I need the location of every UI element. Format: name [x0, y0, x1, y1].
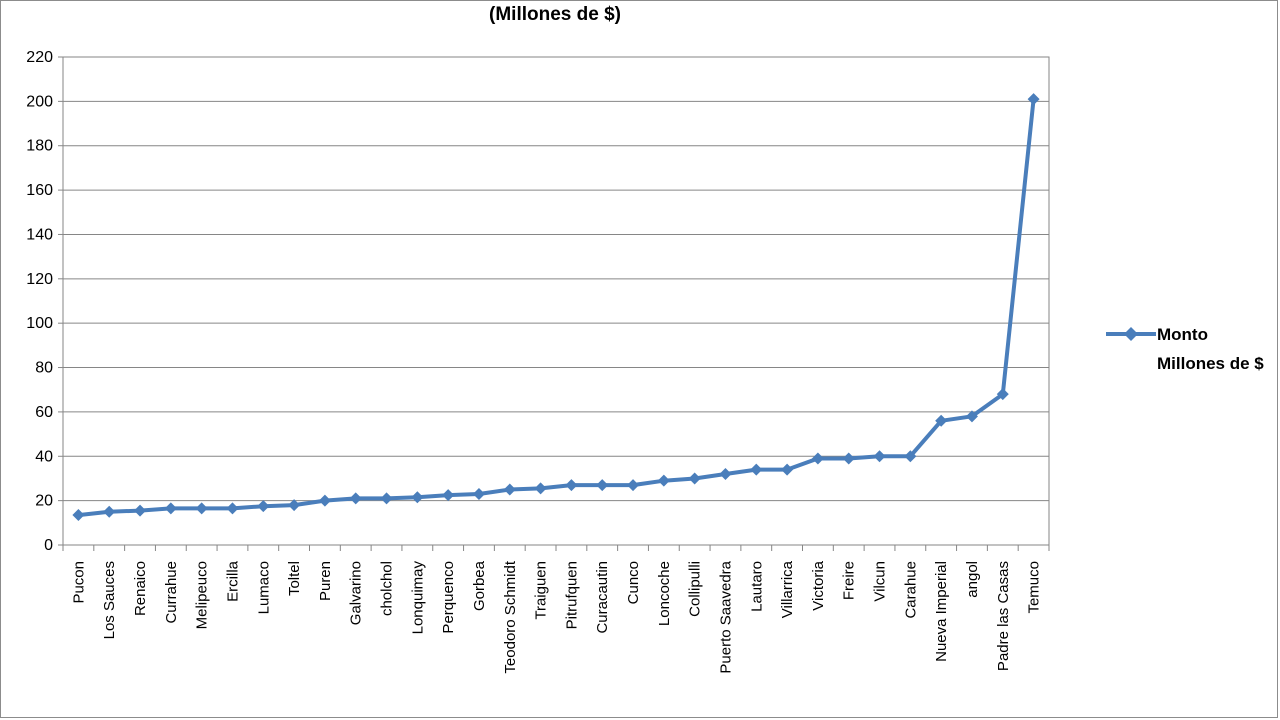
- data-point: [134, 504, 147, 517]
- data-point: [288, 499, 301, 512]
- data-point: [472, 487, 485, 500]
- data-point: [442, 489, 455, 502]
- data-point: [750, 463, 763, 476]
- legend-marker-icon: [1106, 327, 1156, 341]
- x-tick-label: Toltel: [286, 561, 303, 596]
- x-tick-label: Victoria: [810, 560, 827, 610]
- legend-label: Monto Millones de $: [1157, 325, 1264, 373]
- x-tick-label: Pucon: [70, 561, 87, 604]
- data-point: [534, 482, 547, 495]
- x-tick-label: Ercilla: [224, 560, 241, 601]
- x-tick-label: Pitrufquen: [563, 561, 580, 629]
- data-point: [195, 502, 208, 515]
- x-tick-label: Currahue: [163, 561, 180, 624]
- x-tick-label: Puerto Saavedra: [717, 560, 734, 673]
- x-tick-label: Nueva Imperial: [933, 561, 950, 662]
- data-point: [226, 502, 239, 515]
- data-point: [72, 509, 85, 522]
- y-tick-label: 0: [44, 537, 53, 554]
- data-point: [627, 479, 640, 492]
- x-tick-label: cholchol: [379, 561, 396, 616]
- x-tick-label: Los Sauces: [101, 561, 118, 639]
- x-tick-label: Loncoche: [656, 561, 673, 626]
- y-tick-label: 100: [26, 315, 53, 332]
- data-point: [596, 479, 609, 492]
- chart-title: (Millones de $): [489, 4, 621, 25]
- y-tick-label: 220: [26, 49, 53, 66]
- data-point: [257, 500, 270, 513]
- x-tick-label: Vilcun: [872, 561, 889, 602]
- x-tick-label: Melipeuco: [194, 561, 211, 629]
- y-tick-label: 80: [35, 360, 53, 377]
- data-point: [657, 474, 670, 487]
- x-tick-label: Gorbea: [471, 560, 488, 611]
- y-tick-label: 40: [35, 448, 53, 465]
- data-point: [380, 492, 393, 505]
- data-point: [935, 414, 948, 427]
- data-point: [842, 452, 855, 465]
- data-point: [318, 494, 331, 507]
- x-tick-label: Traiguen: [533, 561, 550, 620]
- data-point: [411, 491, 424, 504]
- y-tick-label: 160: [26, 182, 53, 199]
- data-point: [965, 410, 978, 423]
- y-tick-label: 60: [35, 404, 53, 421]
- data-point: [996, 388, 1009, 401]
- plot-area: [62, 56, 1050, 546]
- data-point: [503, 483, 516, 496]
- x-tick-label: Padre las Casas: [995, 561, 1012, 671]
- x-tick-label: angol: [964, 561, 981, 598]
- x-tick-label: Villarrica: [779, 560, 796, 618]
- data-point: [103, 505, 116, 518]
- x-tick-label: Temuco: [1026, 561, 1043, 614]
- x-tick-label: Curacautin: [594, 561, 611, 634]
- x-tick-label: Galvarino: [348, 561, 365, 625]
- data-point: [904, 450, 917, 463]
- data-point: [719, 468, 732, 481]
- data-point: [164, 502, 177, 515]
- y-tick-label: 120: [26, 271, 53, 288]
- y-tick-label: 20: [35, 493, 53, 510]
- series-line: [78, 98, 1036, 518]
- data-point: [873, 450, 886, 463]
- x-tick-label: Collipulli: [687, 561, 704, 617]
- x-tick-label: Carahue: [902, 561, 919, 619]
- x-tick-label: Cunco: [625, 561, 642, 604]
- y-tick-label: 180: [26, 138, 53, 155]
- x-tick-label: Teodoro Schmidt: [502, 560, 519, 673]
- data-point: [1027, 93, 1040, 106]
- y-tick-label: 140: [26, 226, 53, 243]
- x-tick-label: Perquenco: [440, 561, 457, 634]
- y-tick-label: 200: [26, 93, 53, 110]
- x-tick-label: Freire: [841, 561, 858, 600]
- x-tick-label: Lumaco: [255, 561, 272, 614]
- data-point: [349, 492, 362, 505]
- x-tick-label: Lonquimay: [409, 561, 426, 635]
- data-point: [781, 463, 794, 476]
- data-point: [688, 472, 701, 485]
- data-point: [811, 452, 824, 465]
- x-tick-label: Renaico: [132, 561, 149, 616]
- data-point: [565, 479, 578, 492]
- x-tick-label: Puren: [317, 561, 334, 601]
- x-tick-label: Lautaro: [748, 561, 765, 612]
